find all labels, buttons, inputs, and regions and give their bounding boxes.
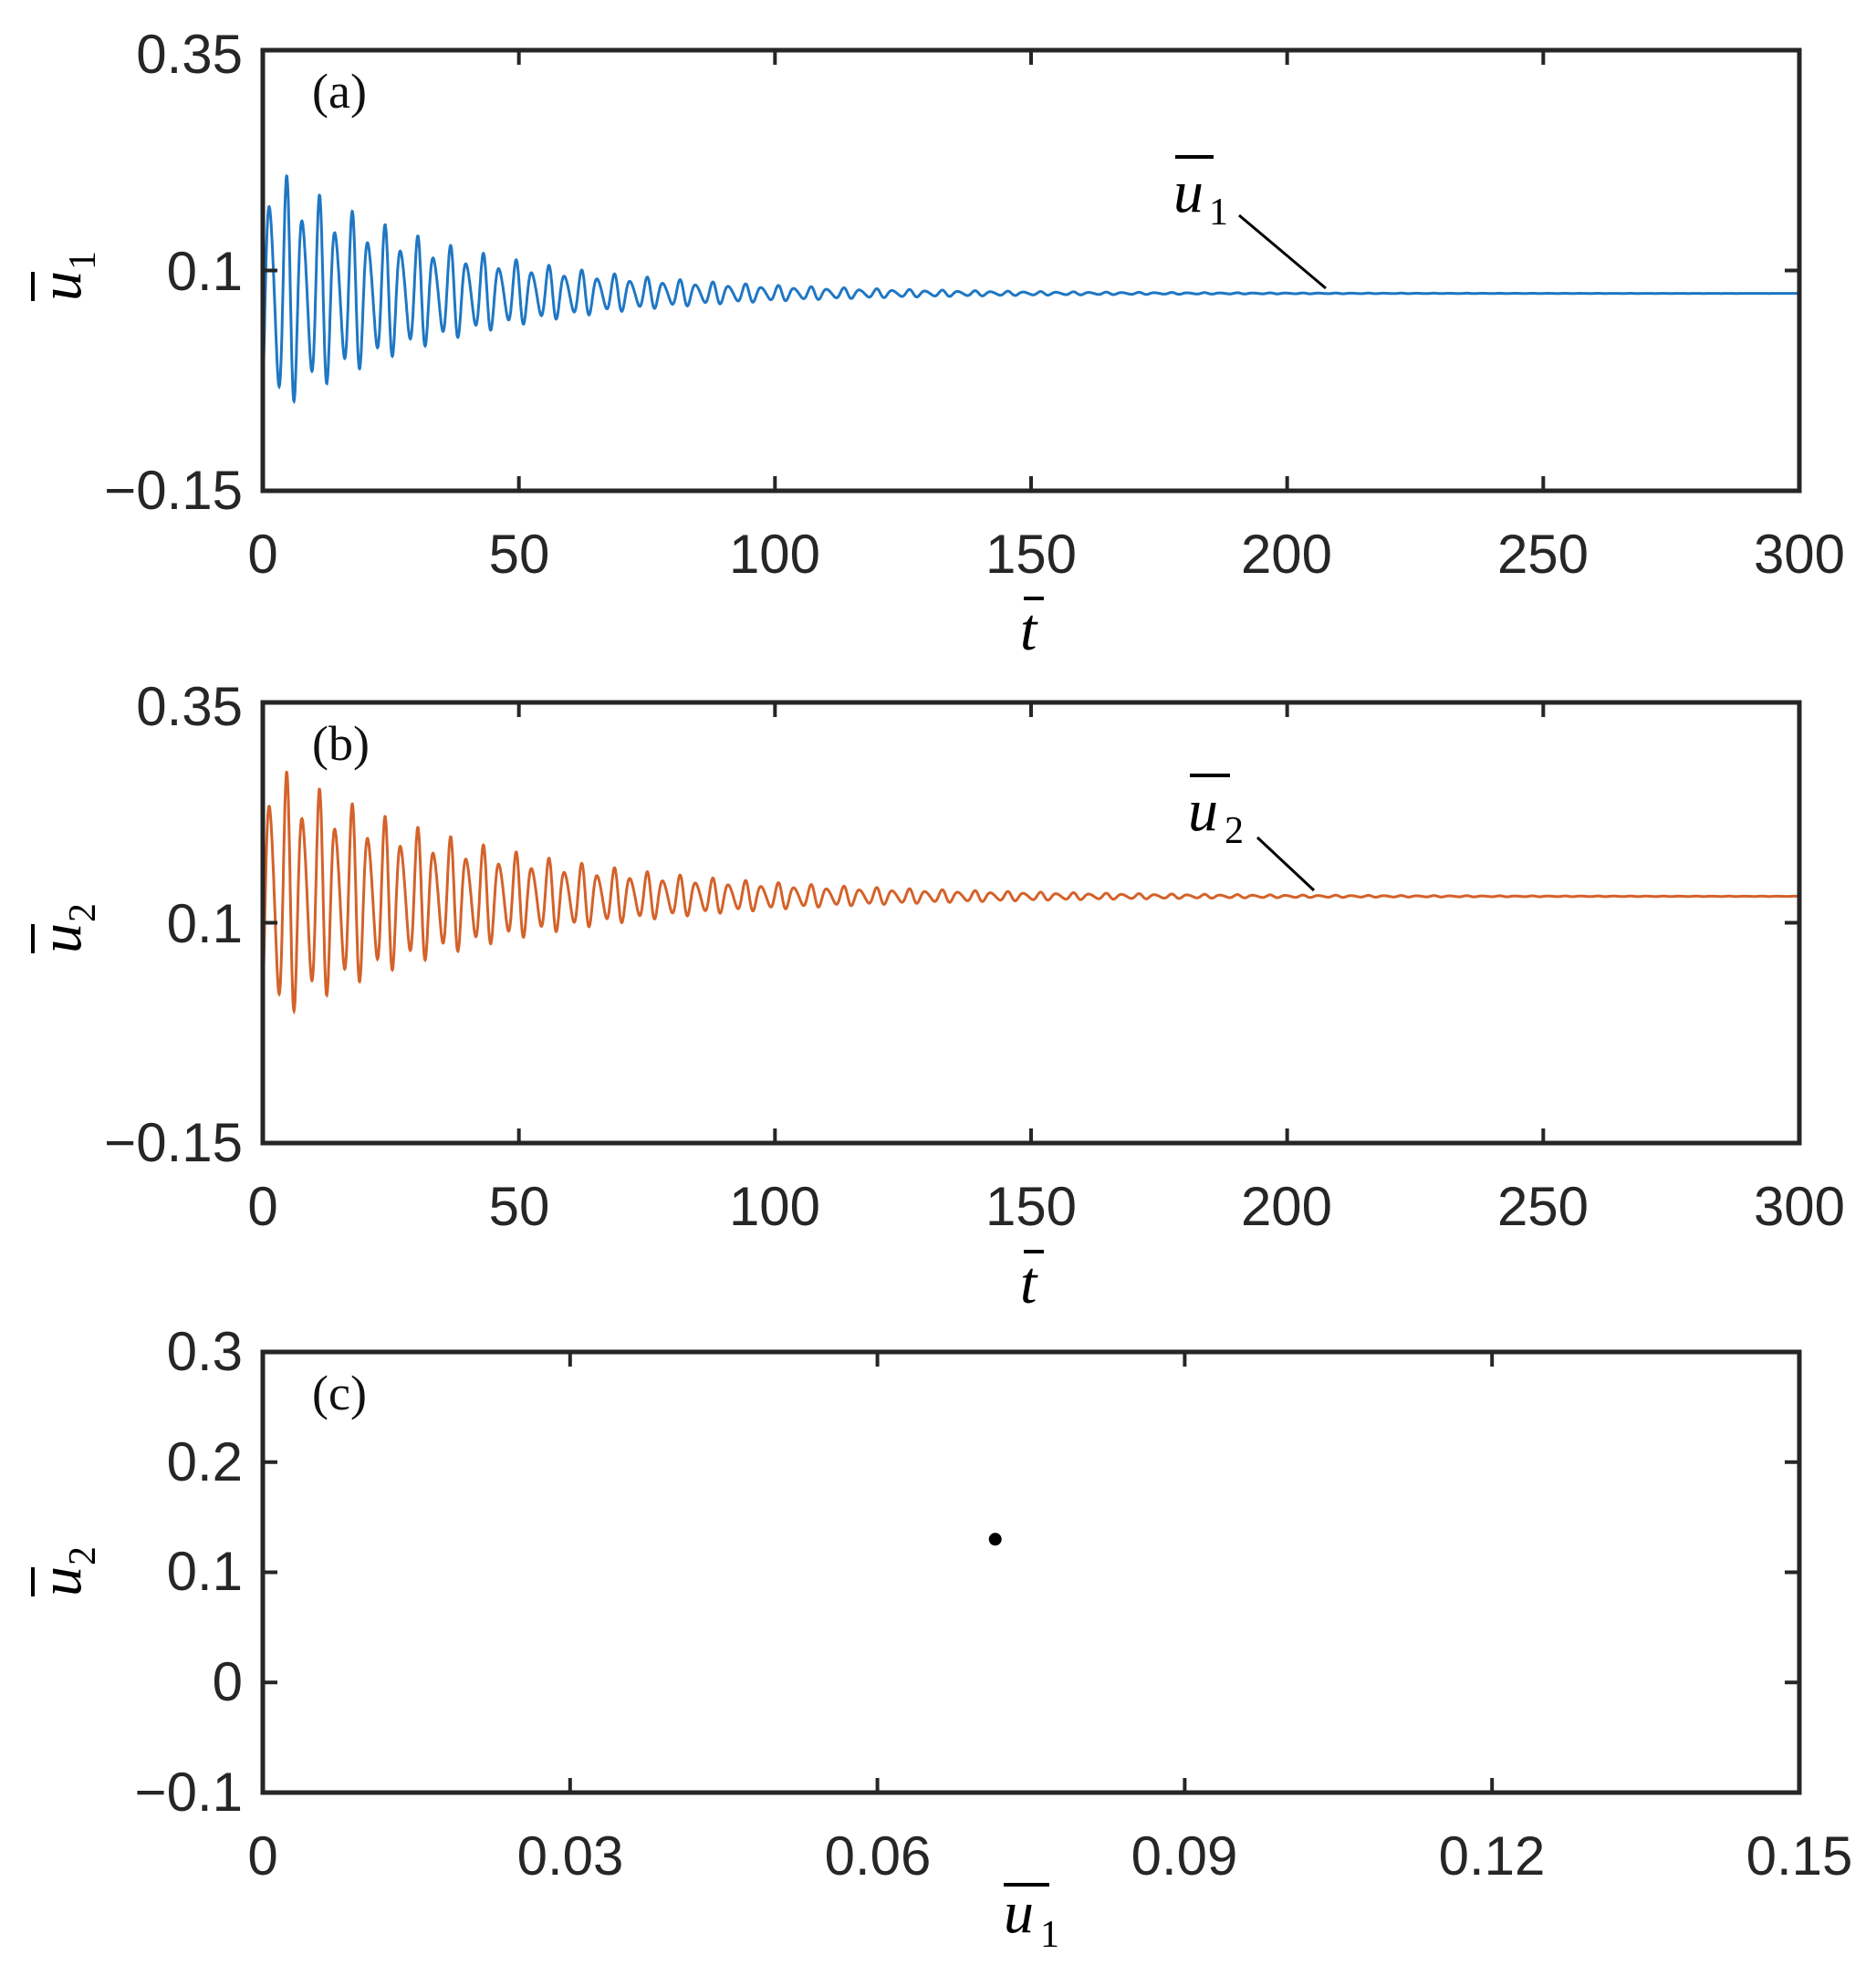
svg-text:1: 1 [62, 251, 104, 270]
panel-a-series-u1 [261, 174, 1799, 405]
panel-a-xtick-label: 50 [489, 524, 550, 585]
svg-text:u: u [27, 271, 94, 301]
panel-a-axes-box [260, 47, 1802, 494]
svg-text:u: u [1188, 777, 1218, 844]
svg-text:u: u [27, 923, 94, 953]
panel-a-ticks [261, 48, 1801, 493]
panel-c-ticks [261, 1350, 1801, 1794]
panel-a-ytick-label: −0.15 [104, 460, 243, 521]
panel-c-label: (c) [312, 1366, 367, 1420]
panel-a-xtick-label: 200 [1241, 524, 1332, 585]
panel-c-xlabel: u 1 [1004, 1879, 1059, 1956]
svg-text:1: 1 [1209, 192, 1228, 234]
panel-b-ticks [261, 701, 1801, 1145]
panel-b-ytick-label: 0.1 [167, 893, 243, 954]
panel-c-ytick-label: −0.1 [135, 1762, 243, 1823]
panel-b-series-u2 [261, 770, 1800, 1015]
svg-text:u: u [27, 1566, 94, 1596]
panel-c-points [988, 1533, 1002, 1546]
panel-a: (a) −0.15 0.1 0.35 0 50 100 150 200 250 … [27, 24, 1845, 663]
panel-a-annotation: u 1 [1173, 155, 1327, 290]
panel-a-xtick-label: 250 [1497, 524, 1589, 585]
svg-text:u: u [1004, 1879, 1034, 1946]
panel-a-xtick-label: 300 [1754, 524, 1845, 585]
panel-c-ytick-label: 0.3 [167, 1321, 243, 1382]
panel-b-xtick-label: 100 [729, 1176, 820, 1237]
panel-b-annotation-leader [1256, 836, 1316, 892]
panel-b-ytick-label: 0.35 [136, 676, 243, 737]
panel-b-xtick-label: 50 [489, 1176, 550, 1237]
panel-b-xtick-label: 0 [247, 1176, 277, 1237]
panel-a-ylabel: u 1 [27, 251, 104, 301]
panel-a-xtick-label: 150 [985, 524, 1077, 585]
panel-c-xtick-label: 0.09 [1131, 1825, 1238, 1887]
panel-c-ytick-label: 0 [213, 1651, 243, 1712]
panel-b-xtick-label: 150 [985, 1176, 1077, 1237]
panel-c-xtick-label: 0 [247, 1825, 277, 1887]
panel-b: (b) −0.15 0.1 0.35 0 50 100 150 200 250 … [27, 676, 1845, 1316]
panel-a-xtick-label: 100 [729, 524, 820, 585]
panel-b-label: (b) [312, 716, 370, 771]
panel-a-xlabel: t [1020, 597, 1038, 663]
panel-b-xlabel: t [1020, 1250, 1038, 1316]
panel-a-label: (a) [312, 64, 367, 119]
panel-b-annotation: u 2 [1188, 774, 1316, 892]
svg-text:1: 1 [1040, 1914, 1059, 1956]
panel-a-annotation-leader [1238, 213, 1327, 290]
svg-text:2: 2 [1225, 810, 1244, 852]
svg-text:2: 2 [62, 1546, 104, 1565]
panel-c-xtick-label: 0.03 [517, 1825, 624, 1887]
panel-b-ytick-label: −0.15 [104, 1112, 243, 1173]
panel-c-axes-box [260, 1349, 1802, 1795]
panel-b-ylabel: u 2 [27, 903, 104, 953]
panel-b-xtick-label: 250 [1497, 1176, 1589, 1237]
panel-c-ytick-label: 0.1 [167, 1541, 243, 1602]
panel-b-xtick-label: 300 [1754, 1176, 1845, 1237]
svg-text:2: 2 [62, 903, 104, 922]
panel-c-xtick-label: 0.12 [1439, 1825, 1546, 1887]
panel-a-ytick-label: 0.35 [136, 24, 243, 85]
panel-b-xtick-label: 200 [1241, 1176, 1332, 1237]
panel-a-ytick-label: 0.1 [167, 241, 243, 302]
panel-c-xtick-label: 0.06 [825, 1825, 932, 1887]
svg-text:u: u [1173, 159, 1204, 225]
panel-c-ytick-label: 0.2 [167, 1431, 243, 1492]
panel-c: (c) −0.1 0 0.1 0.2 0.3 0 0.03 0.06 0.09 … [27, 1321, 1852, 1956]
panel-c-xtick-label: 0.15 [1746, 1825, 1853, 1887]
panel-a-xtick-label: 0 [247, 524, 277, 585]
scatter-point [988, 1533, 1002, 1546]
panel-c-ylabel: u 2 [27, 1546, 104, 1596]
